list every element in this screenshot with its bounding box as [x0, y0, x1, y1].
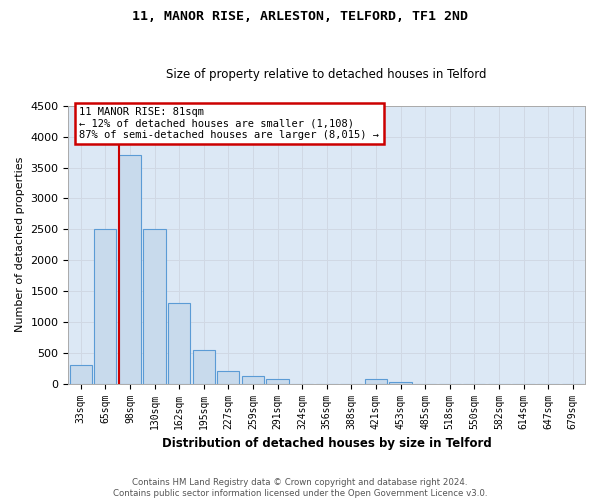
Bar [70, 365, 92, 384]
Bar [193, 350, 215, 384]
Text: 11 MANOR RISE: 81sqm
← 12% of detached houses are smaller (1,108)
87% of semi-de: 11 MANOR RISE: 81sqm ← 12% of detached h… [79, 107, 379, 140]
Bar [94, 230, 116, 384]
Bar [242, 376, 264, 384]
Bar [143, 230, 166, 384]
Bar [266, 379, 289, 384]
Y-axis label: Number of detached properties: Number of detached properties [15, 157, 25, 332]
Text: 11, MANOR RISE, ARLESTON, TELFORD, TF1 2ND: 11, MANOR RISE, ARLESTON, TELFORD, TF1 2… [132, 10, 468, 23]
Bar [119, 155, 141, 384]
X-axis label: Distribution of detached houses by size in Telford: Distribution of detached houses by size … [162, 437, 491, 450]
Bar [389, 382, 412, 384]
Title: Size of property relative to detached houses in Telford: Size of property relative to detached ho… [166, 68, 487, 81]
Bar [217, 372, 239, 384]
Text: Contains HM Land Registry data © Crown copyright and database right 2024.
Contai: Contains HM Land Registry data © Crown c… [113, 478, 487, 498]
Bar [168, 304, 190, 384]
Bar [365, 379, 387, 384]
